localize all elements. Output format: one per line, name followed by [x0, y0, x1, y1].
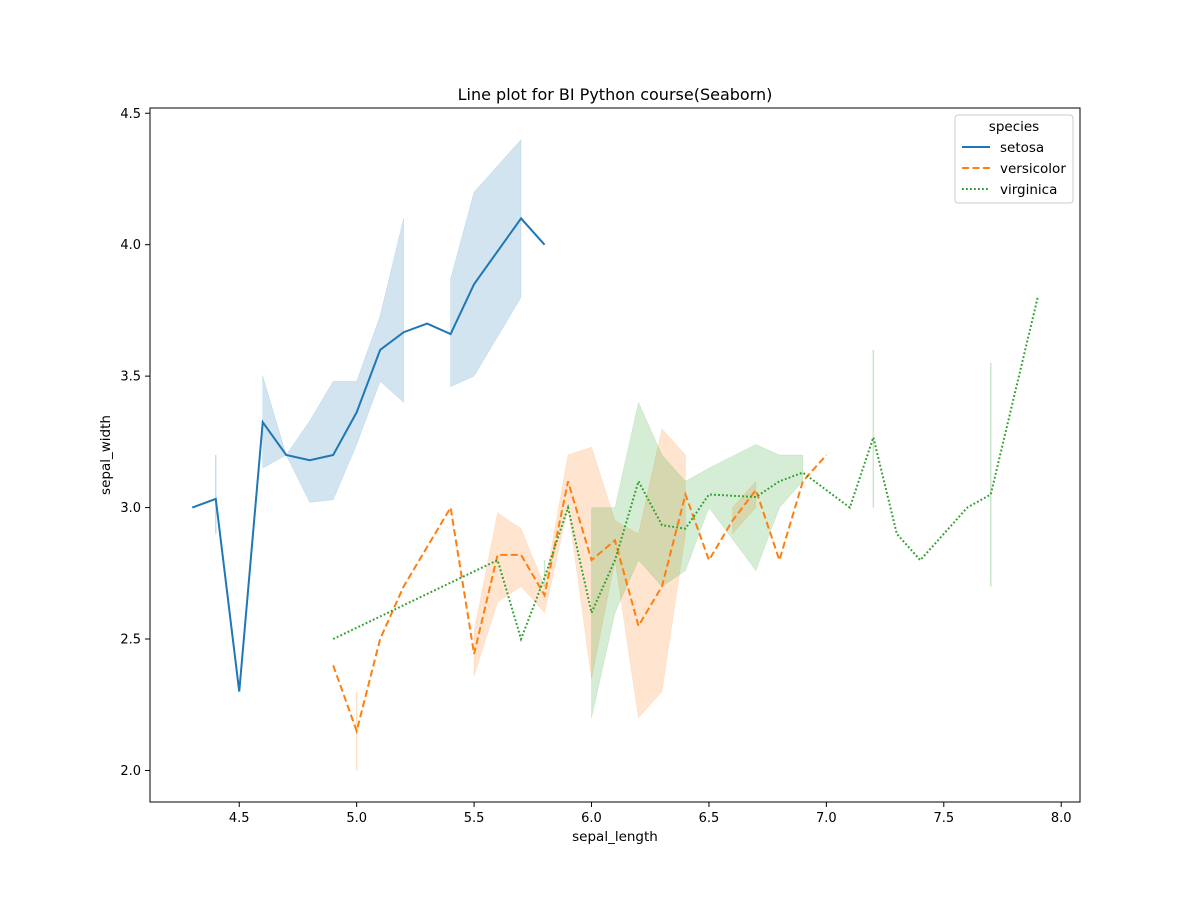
y-tick-label: 4.5	[120, 107, 141, 122]
x-tick-label: 8.0	[1051, 811, 1072, 826]
series-lines	[191, 216, 1039, 735]
legend-label-virginica: virginica	[1000, 182, 1057, 198]
legend: species setosa versicolor virginica	[954, 114, 1074, 204]
y-tick-label: 3.0	[120, 501, 141, 516]
x-tick-label: 5.0	[346, 811, 367, 826]
plot-frame	[149, 107, 1081, 803]
setosa-ci-band	[450, 138, 522, 388]
legend-title: species	[989, 119, 1039, 135]
x-tick-label: 5.5	[464, 811, 485, 826]
y-axis-label: sepal_width	[98, 415, 114, 495]
versicolor-ci-band	[732, 480, 757, 535]
y-tick-label: 3.5	[120, 370, 141, 385]
versicolor-ci-band	[473, 428, 686, 719]
virginica-ci-band	[591, 401, 804, 718]
x-tick-label: 4.5	[229, 811, 250, 826]
x-tick-label: 7.0	[816, 811, 837, 826]
legend-label-setosa: setosa	[1000, 140, 1044, 156]
x-axis-ticks: 4.5 5.0 5.5 6.0 6.5 7.0 7.5 8.0	[229, 802, 1072, 826]
y-tick-label: 2.5	[120, 633, 141, 648]
legend-label-versicolor: versicolor	[1000, 161, 1066, 177]
x-axis-label: sepal_length	[572, 829, 658, 845]
legend-items: setosa versicolor virginica	[962, 140, 1066, 198]
x-tick-label: 6.0	[581, 811, 602, 826]
x-tick-label: 6.5	[699, 811, 720, 826]
y-axis-ticks: 2.0 2.5 3.0 3.5 4.0 4.5	[120, 107, 150, 779]
y-tick-label: 2.0	[120, 764, 141, 779]
x-tick-label: 7.5	[933, 811, 954, 826]
chart-title: Line plot for BI Python course(Seaborn)	[458, 85, 773, 104]
versicolor-series-line	[332, 454, 828, 735]
setosa-series-line	[191, 216, 546, 692]
y-tick-label: 4.0	[120, 238, 141, 253]
legend-box	[954, 114, 1074, 204]
